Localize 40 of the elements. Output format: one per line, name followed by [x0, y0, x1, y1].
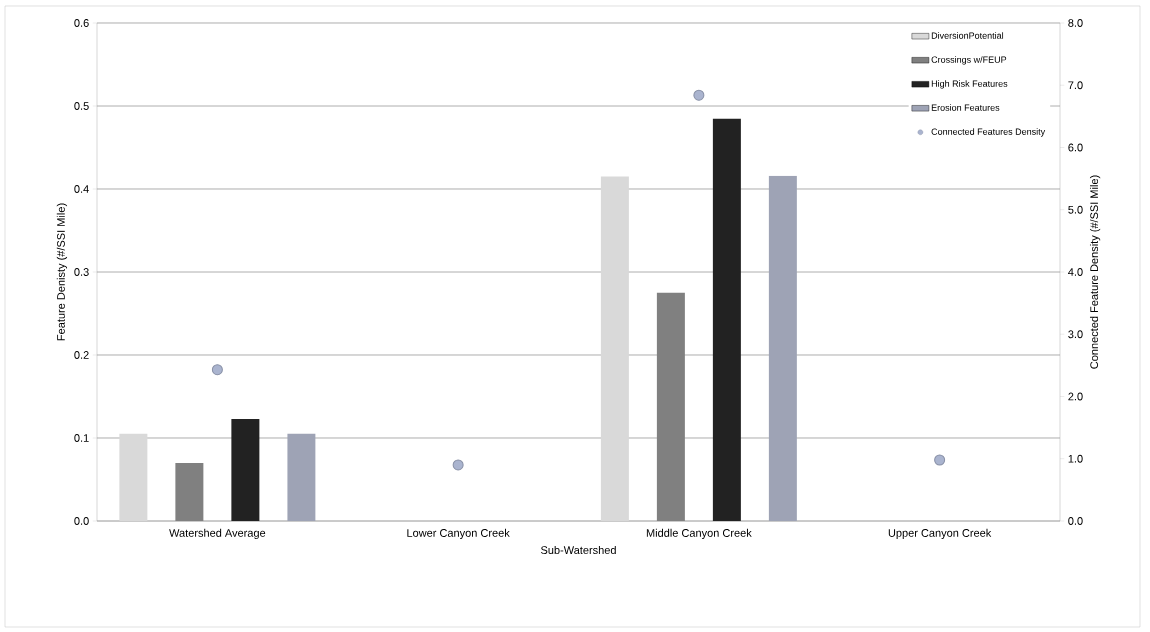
- bar: [600, 176, 629, 521]
- bar: [656, 292, 685, 521]
- point: [693, 89, 705, 101]
- y2-axis-title: Connected Feature Density (#/SSI Mile): [1089, 175, 1101, 369]
- legend-label: High Risk Features: [931, 80, 1008, 89]
- y2-tick-label: 8.0: [1068, 19, 1083, 27]
- bar: [287, 433, 316, 521]
- y-tick-label: 0.1: [74, 434, 89, 442]
- bar: [175, 462, 204, 521]
- x-tick-label: Upper Canyon Creek: [888, 528, 992, 540]
- y-axis-title: Feature Denisty (#/SSI Mile): [56, 203, 68, 341]
- y2-tick-label: 0.0: [1068, 517, 1083, 525]
- y2-tick-label: 3.0: [1068, 330, 1083, 339]
- x-tick-label: Middle Canyon Creek: [646, 528, 752, 540]
- y2-tick-label: 1.0: [1068, 454, 1083, 463]
- bar: [768, 175, 797, 521]
- y2-tick-label: 4.0: [1068, 268, 1083, 276]
- x-axis-title: Sub-Watershed: [541, 545, 616, 554]
- y-tick-label: 0.5: [74, 102, 89, 110]
- legend-label: Connected Features Density: [931, 128, 1046, 137]
- legend-label: Erosion Features: [931, 104, 1000, 111]
- y2-tick-label: 5.0: [1068, 205, 1083, 214]
- point: [934, 454, 946, 466]
- y2-tick-label: 7.0: [1068, 81, 1083, 90]
- bar: [712, 118, 741, 521]
- x-tick-label: Watershed Average: [169, 528, 266, 540]
- y2-tick-label: 2.0: [1068, 392, 1083, 401]
- legend-label: DiversionPotential: [931, 32, 1004, 39]
- point: [452, 459, 464, 471]
- bar: [231, 418, 260, 521]
- y-tick-label: 0.3: [74, 268, 89, 276]
- bar: [119, 433, 148, 521]
- y-tick-label: 0.4: [74, 185, 89, 193]
- legend-label: Crossings w/FEUP: [931, 56, 1007, 65]
- y-tick-label: 0.2: [74, 351, 89, 359]
- y2-tick-label: 6.0: [1068, 143, 1083, 152]
- point: [211, 364, 223, 376]
- y-tick-label: 0.6: [74, 19, 89, 27]
- x-tick-label: Lower Canyon Creek: [407, 528, 510, 540]
- y-tick-label: 0.0: [74, 517, 89, 525]
